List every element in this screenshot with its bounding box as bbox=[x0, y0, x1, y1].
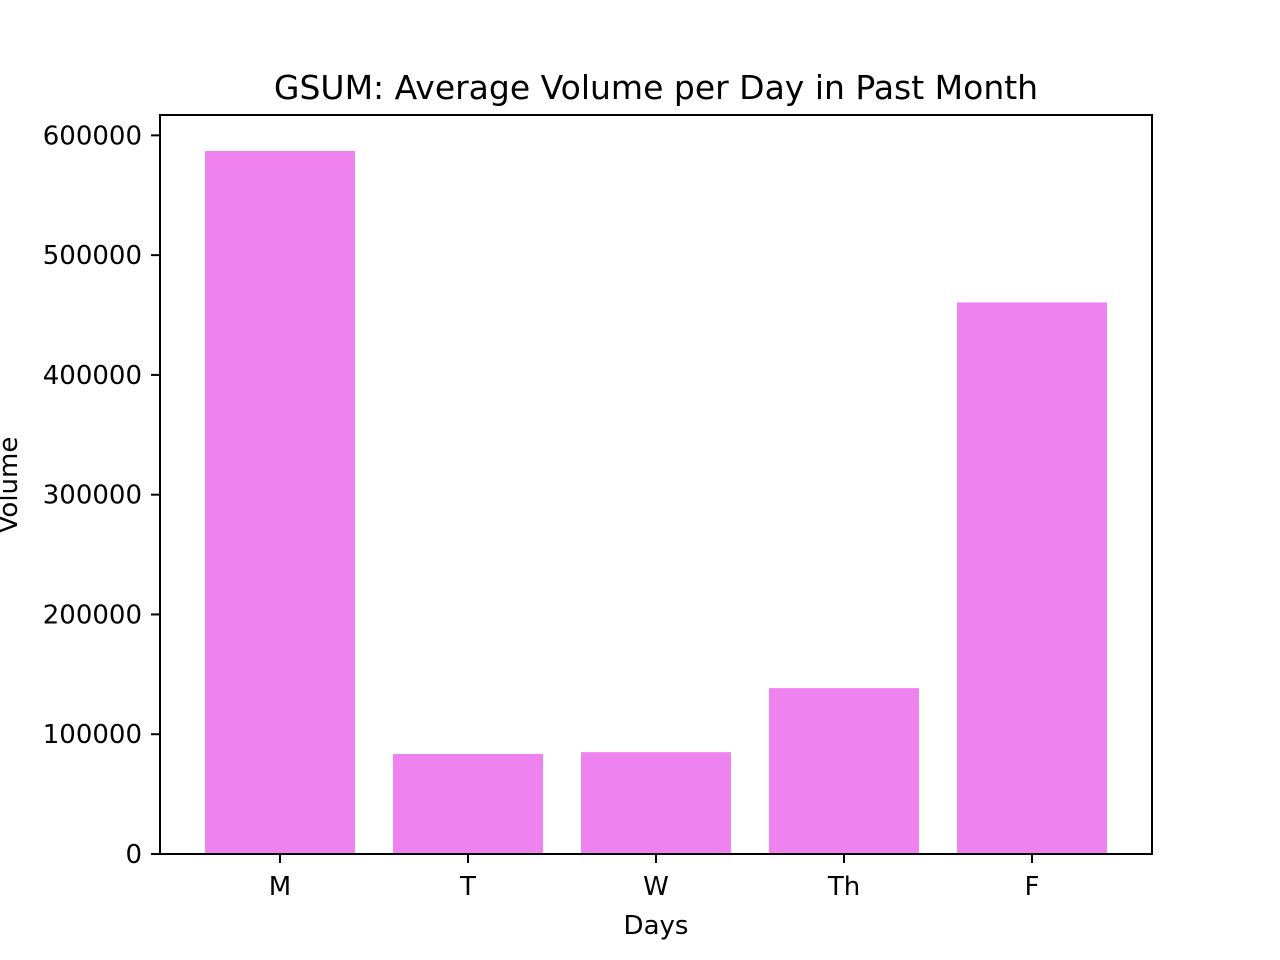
x-tick-label: T bbox=[459, 872, 476, 902]
x-tick-label: W bbox=[643, 872, 669, 902]
bar-f bbox=[957, 302, 1107, 854]
x-axis-label: Days bbox=[624, 911, 689, 941]
bar-m bbox=[205, 150, 355, 854]
y-tick-label: 600000 bbox=[43, 121, 142, 151]
y-tick-label: 200000 bbox=[43, 600, 142, 630]
bar-w bbox=[581, 752, 731, 854]
x-tick-label: F bbox=[1025, 872, 1040, 902]
bar-th bbox=[769, 688, 919, 854]
y-tick-label: 400000 bbox=[43, 361, 142, 391]
y-tick-label: 500000 bbox=[43, 241, 142, 271]
bars-group bbox=[205, 150, 1107, 854]
chart-title: GSUM: Average Volume per Day in Past Mon… bbox=[274, 68, 1038, 107]
plot-frame bbox=[159, 114, 1153, 855]
y-axis-label: Volume bbox=[0, 437, 24, 534]
x-tick-label: M bbox=[269, 872, 291, 902]
bar-t bbox=[393, 753, 543, 854]
x-tick-label: Th bbox=[827, 872, 860, 902]
y-tick-label: 300000 bbox=[43, 481, 142, 511]
x-axis-ticks: M T W Th F bbox=[269, 854, 1040, 902]
y-tick-label: 100000 bbox=[43, 720, 142, 750]
y-tick-label: 0 bbox=[125, 840, 142, 870]
y-axis-ticks: 0 100000 200000 300000 400000 500000 600000 bbox=[43, 121, 160, 870]
